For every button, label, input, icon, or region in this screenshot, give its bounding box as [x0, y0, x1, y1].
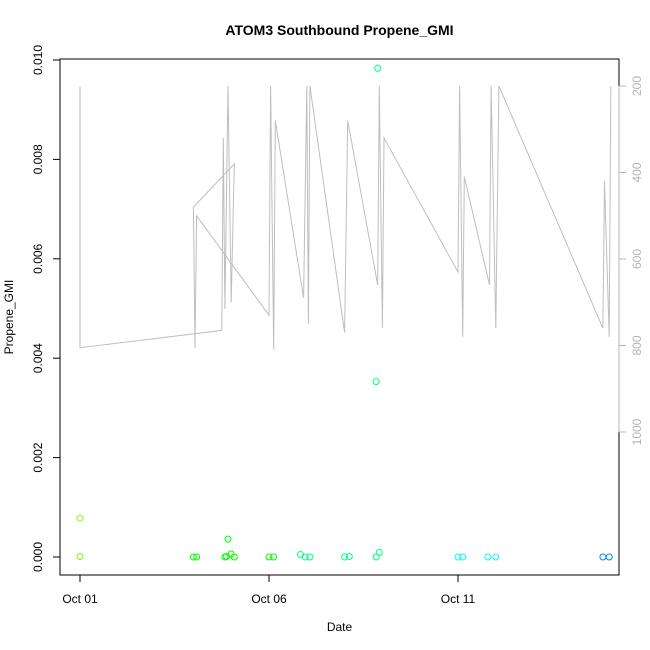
data-point	[374, 64, 382, 72]
data-point	[375, 549, 383, 556]
x-axis-label: Date	[327, 620, 353, 634]
y-tick-label: 0.002	[31, 442, 45, 472]
data-point	[189, 553, 197, 561]
data-point	[270, 553, 278, 561]
y-tick-label: 0.004	[31, 343, 45, 373]
y2-tick-label: 400	[630, 162, 644, 182]
pressure-line	[79, 85, 612, 350]
data-point	[230, 553, 238, 561]
data-point	[372, 553, 380, 561]
x-axis: Oct 01 Oct 06 Oct 11	[62, 575, 476, 606]
data-point	[605, 553, 613, 561]
plot-area	[76, 64, 613, 561]
data-point	[224, 535, 232, 543]
data-point	[301, 553, 309, 561]
data-point	[372, 378, 380, 386]
data-point	[345, 553, 353, 560]
y2-tick-label: 600	[630, 249, 644, 269]
y-tick-label: 0.008	[31, 144, 45, 174]
data-point	[76, 514, 84, 522]
data-point	[492, 553, 500, 561]
y-axis-label: Propene_GMI	[2, 280, 16, 355]
y2-tick-label: 1000	[630, 418, 644, 445]
y-tick-label: 0.000	[31, 542, 45, 572]
data-point	[599, 553, 607, 561]
y-axis-right: 200 400 600 800 1000	[618, 76, 644, 445]
data-point	[76, 553, 84, 560]
data-point	[459, 553, 467, 561]
x-tick-label: Oct 11	[441, 592, 476, 606]
y2-tick-label: 800	[630, 335, 644, 355]
data-point	[484, 553, 492, 561]
data-point	[265, 553, 273, 561]
chart-title: ATOM3 Southbound Propene_GMI	[225, 22, 453, 38]
data-point	[193, 553, 201, 561]
data-point	[454, 553, 462, 561]
plot-frame	[59, 58, 620, 576]
y-tick-label: 0.006	[31, 243, 45, 273]
y2-tick-label: 200	[630, 76, 644, 96]
data-point	[341, 553, 349, 561]
y-tick-label: 0.010	[31, 45, 45, 75]
data-point	[306, 553, 314, 561]
y-axis-left: 0.000 0.002 0.004 0.006 0.008 0.010	[31, 45, 60, 572]
x-tick-label: Oct 01	[62, 592, 98, 606]
x-tick-label: Oct 06	[251, 592, 287, 606]
